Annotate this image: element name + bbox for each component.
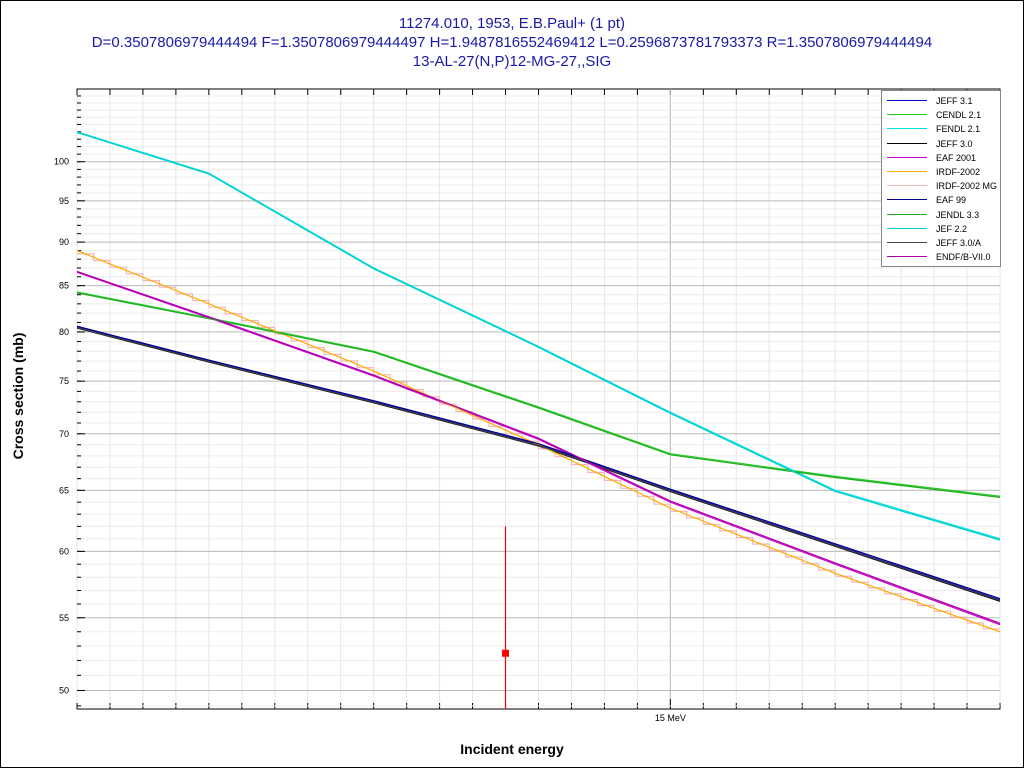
legend-label: JENDL 3.3 <box>936 209 980 220</box>
y-tick-label: 75 <box>59 376 69 386</box>
legend-swatch <box>887 100 927 101</box>
legend-item: CENDL 2.1 <box>882 108 1000 122</box>
legend-swatch <box>887 242 927 243</box>
chart-reaction: 13-AL-27(N,P)12-MG-27,,SIG <box>412 53 612 70</box>
legend-item: JEF 2.2 <box>882 222 1000 236</box>
legend-swatch <box>887 171 927 172</box>
legend-swatch <box>887 199 927 201</box>
series-line-jeff-3-0-a <box>77 327 1000 602</box>
y-tick-label: 90 <box>59 237 69 247</box>
legend-swatch <box>887 213 927 215</box>
y-tick-label: 80 <box>59 327 69 337</box>
y-tick-label: 55 <box>59 613 69 623</box>
y-tick-label: 100 <box>54 157 69 167</box>
chart-parameters: D=0.3507806979444494 F=1.350780697944449… <box>91 34 933 51</box>
experimental-data-point <box>502 649 510 657</box>
x-tick-label: 15 MeV <box>655 713 686 723</box>
legend-item: EAF 2001 <box>882 151 1000 165</box>
legend-swatch <box>887 156 927 158</box>
x-axis-label: Incident energy <box>460 741 564 757</box>
legend-swatch <box>887 128 927 130</box>
legend-label: IRDF-2002 <box>936 167 981 177</box>
y-tick-label: 50 <box>59 685 69 695</box>
legend-item: JEFF 3.0 <box>882 137 1000 151</box>
legend-label: JEFF 3.0 <box>936 138 973 149</box>
legend-swatch <box>887 114 927 116</box>
series-line-endf-b-vii-0 <box>77 270 1000 624</box>
legend-label: EAF 2001 <box>936 152 977 163</box>
chart-legend: JEFF 3.1 CENDL 2.1 FENDL 2.1 JEFF 3.0 EAF 20… <box>881 90 1001 267</box>
legend-swatch <box>887 142 927 144</box>
legend-item: JEFF 3.1 <box>882 94 1000 108</box>
legend-swatch <box>887 256 927 258</box>
y-tick-label: 95 <box>59 196 69 206</box>
legend-swatch <box>887 227 927 229</box>
y-axis-label: Cross section (mb) <box>10 332 26 460</box>
legend-label: EAF 99 <box>936 195 967 206</box>
y-tick-label: 65 <box>59 485 69 495</box>
legend-item: EAF 99 <box>882 193 1000 207</box>
legend-item: JEFF 3.0/A <box>882 236 1000 250</box>
legend-label: JEFF 3.0/A <box>936 238 982 248</box>
legend-swatch <box>887 185 927 187</box>
legend-label: FENDL 2.1 <box>936 124 981 135</box>
legend-label: JEF 2.2 <box>936 223 968 234</box>
series-line-eaf-99 <box>77 325 1000 600</box>
legend-item: IRDF-2002 <box>882 165 1000 179</box>
y-tick-label: 70 <box>59 429 69 439</box>
legend-label: IRDF-2002 MG <box>936 181 998 192</box>
series-line-jef-2-2 <box>77 131 1000 541</box>
series-line-eaf-2001 <box>77 271 1000 626</box>
chart-title: 11274.010, 1953, E.B.Paul+ (1 pt) <box>398 15 626 32</box>
legend-item: JENDL 3.3 <box>882 208 1000 222</box>
series-line-jendl-3-3 <box>77 292 1000 498</box>
legend-item: ENDF/B-VII.0 <box>882 250 1000 264</box>
legend-item: IRDF-2002 MG <box>882 179 1000 193</box>
legend-label: ENDF/B-VII.0 <box>936 252 991 263</box>
series-line-fendl-2-1 <box>77 131 1000 540</box>
y-tick-label: 60 <box>59 546 69 556</box>
y-tick-label: 85 <box>59 281 69 291</box>
legend-label: CENDL 2.1 <box>936 110 982 121</box>
legend-label: JEFF 3.1 <box>936 96 973 106</box>
chart-title-block: 11274.010, 1953, E.B.Paul+ (1 pt) D=0.35… <box>0 14 1024 71</box>
legend-item: FENDL 2.1 <box>882 122 1000 136</box>
